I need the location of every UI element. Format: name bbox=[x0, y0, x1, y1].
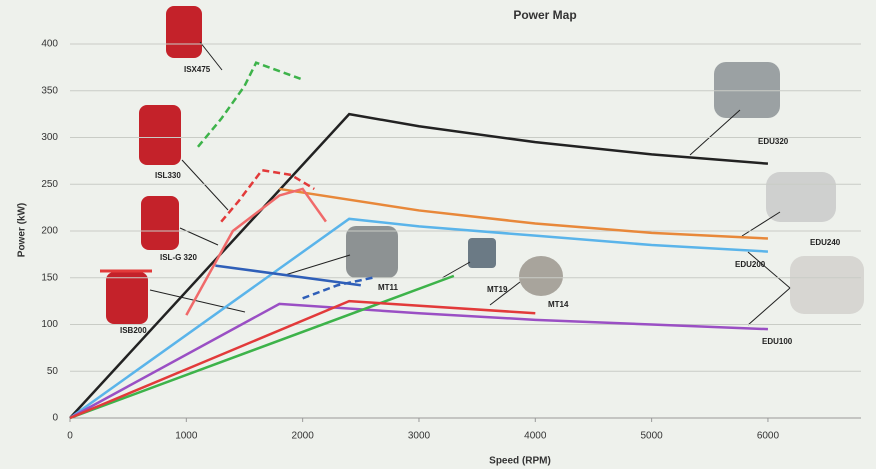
series-line bbox=[221, 170, 314, 221]
x-tick-label: 4000 bbox=[524, 431, 547, 442]
chart-title: Power Map bbox=[513, 8, 576, 22]
y-tick-label: 200 bbox=[41, 226, 58, 237]
series-label: EDU200 bbox=[735, 260, 766, 269]
leader-line bbox=[182, 160, 228, 210]
series-label: MT19 bbox=[487, 285, 508, 294]
y-tick-label: 100 bbox=[41, 319, 58, 330]
x-tick-label: 2000 bbox=[292, 431, 315, 442]
icons bbox=[100, 6, 864, 324]
y-tick-label: 400 bbox=[41, 39, 58, 50]
motor-icon bbox=[468, 238, 496, 268]
x-tick-label: 5000 bbox=[640, 431, 663, 442]
series-line bbox=[70, 304, 768, 418]
series-line bbox=[198, 63, 303, 147]
x-tick-label: 3000 bbox=[408, 431, 431, 442]
engine-icon bbox=[139, 105, 181, 165]
chart: Power Map Speed (RPM) Power (kW) 0 50 100 1… bbox=[0, 0, 876, 469]
y-tick-label: 50 bbox=[47, 366, 59, 377]
leader-line bbox=[742, 212, 780, 236]
leader-line bbox=[690, 110, 740, 155]
series-label: EDU320 bbox=[758, 137, 789, 146]
x-tick-label: 0 bbox=[67, 431, 73, 442]
series-label: MT11 bbox=[378, 283, 399, 292]
engine-icon bbox=[166, 6, 202, 58]
y-tick-label: 250 bbox=[41, 179, 58, 190]
series-label: ISL-G 320 bbox=[160, 253, 197, 262]
series-label: ISX475 bbox=[184, 65, 211, 74]
series-label: ISB200 bbox=[120, 326, 147, 335]
series-label: ISL330 bbox=[155, 171, 181, 180]
y-tick-label: 150 bbox=[41, 272, 58, 283]
motor-icon bbox=[519, 256, 563, 296]
series-label: EDU240 bbox=[810, 238, 841, 247]
motor-icon bbox=[346, 226, 398, 278]
motor-icon bbox=[714, 62, 780, 118]
leader-line bbox=[442, 262, 470, 278]
y-axis-label: Power (kW) bbox=[17, 203, 28, 257]
page: {"chart_data": {"type": "line", "title":… bbox=[0, 0, 876, 469]
y-tick-label: 0 bbox=[52, 413, 58, 424]
y-tick-label: 300 bbox=[41, 132, 58, 143]
motor-icon bbox=[790, 256, 864, 314]
series-line bbox=[215, 266, 360, 286]
engine-icon bbox=[106, 272, 148, 324]
y-tick-label: 350 bbox=[41, 85, 58, 96]
x-axis-label: Speed (RPM) bbox=[489, 456, 551, 467]
series-label: EDU100 bbox=[762, 337, 793, 346]
engine-icon bbox=[141, 196, 179, 250]
x-tick-label: 6000 bbox=[757, 431, 780, 442]
x-tick-label: 1000 bbox=[175, 431, 198, 442]
series-label: MT14 bbox=[548, 300, 569, 309]
